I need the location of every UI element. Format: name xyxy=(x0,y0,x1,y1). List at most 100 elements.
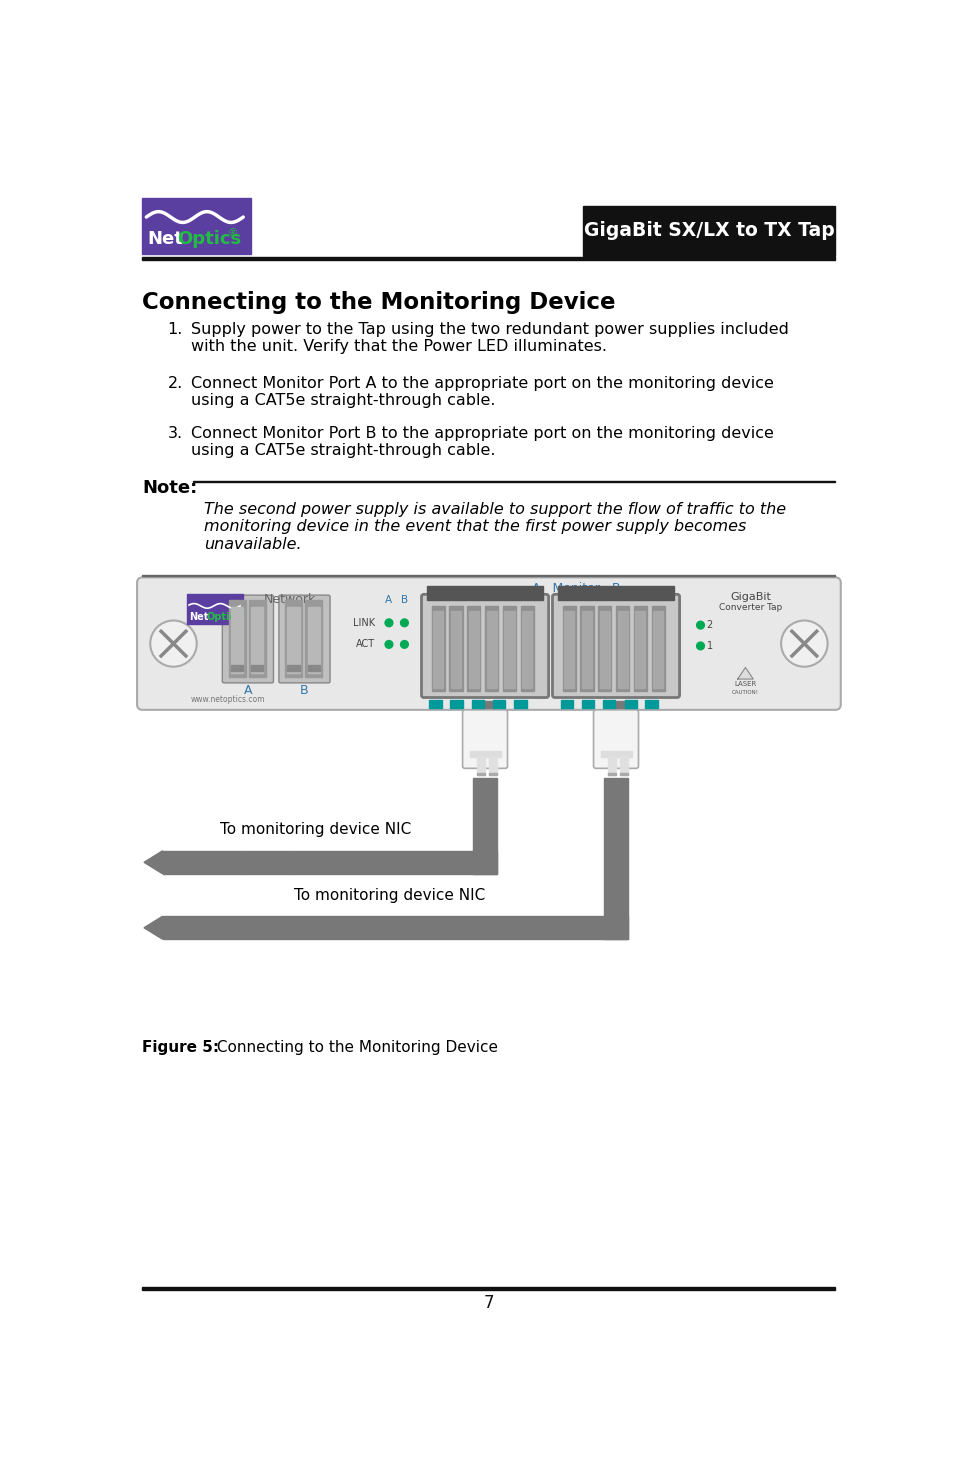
Text: Connect Monitor Port A to the appropriate port on the monitoring device
using a : Connect Monitor Port A to the appropriat… xyxy=(191,376,773,409)
Bar xyxy=(617,611,627,687)
Bar xyxy=(558,586,674,600)
Bar xyxy=(307,665,319,671)
Circle shape xyxy=(385,620,393,627)
Text: LINK: LINK xyxy=(353,618,375,628)
Text: Converter Tap: Converter Tap xyxy=(719,603,781,612)
Bar xyxy=(608,757,616,776)
Bar xyxy=(520,606,534,690)
FancyBboxPatch shape xyxy=(278,594,330,683)
Text: To monitoring device NIC: To monitoring device NIC xyxy=(220,823,411,838)
Bar xyxy=(429,699,441,708)
Bar xyxy=(305,600,322,677)
Circle shape xyxy=(385,640,393,648)
Bar xyxy=(468,611,478,687)
Bar xyxy=(581,611,592,687)
Text: Network: Network xyxy=(263,593,315,606)
Bar xyxy=(488,757,497,776)
Polygon shape xyxy=(737,668,753,679)
Text: CAUTION!: CAUTION! xyxy=(731,690,759,695)
Text: Connect Monitor Port B to the appropriate port on the monitoring device
using a : Connect Monitor Port B to the appropriat… xyxy=(191,426,773,459)
Text: LASER: LASER xyxy=(734,681,756,687)
Text: A: A xyxy=(385,594,392,605)
Text: Optics: Optics xyxy=(206,612,241,621)
FancyBboxPatch shape xyxy=(421,594,548,698)
Text: Net: Net xyxy=(147,230,183,248)
Bar xyxy=(599,611,609,687)
Text: 1.: 1. xyxy=(167,322,183,336)
Text: Supply power to the Tap using the two redundant power supplies included
with the: Supply power to the Tap using the two re… xyxy=(191,322,787,354)
Bar xyxy=(476,757,484,776)
Text: www.netoptics.com: www.netoptics.com xyxy=(191,695,265,705)
Text: B: B xyxy=(400,594,408,605)
Bar xyxy=(473,702,497,711)
Bar xyxy=(243,916,367,940)
Bar xyxy=(473,851,497,873)
Bar xyxy=(205,917,215,938)
Circle shape xyxy=(150,621,196,667)
Text: B: B xyxy=(300,684,309,698)
Text: 3.: 3. xyxy=(168,426,183,441)
Bar xyxy=(493,699,505,708)
Bar xyxy=(469,751,500,757)
Text: 7: 7 xyxy=(483,1294,494,1311)
Bar xyxy=(619,773,627,776)
Bar xyxy=(307,608,319,673)
Polygon shape xyxy=(144,851,162,873)
Bar xyxy=(243,851,294,873)
Text: To monitoring device NIC: To monitoring device NIC xyxy=(294,888,484,903)
Text: The second power supply is available to support the flow of traffic to the
monit: The second power supply is available to … xyxy=(204,502,786,552)
Text: Figure 5:: Figure 5: xyxy=(142,1040,219,1055)
Bar xyxy=(163,917,173,938)
Bar xyxy=(294,851,473,873)
FancyBboxPatch shape xyxy=(593,709,638,768)
Text: 1: 1 xyxy=(706,642,712,650)
Text: Optics: Optics xyxy=(177,230,241,248)
Bar xyxy=(476,773,484,776)
FancyBboxPatch shape xyxy=(222,594,274,683)
Bar xyxy=(251,665,263,671)
Bar xyxy=(473,777,497,873)
Bar xyxy=(177,917,187,938)
Text: ®: ® xyxy=(237,611,244,617)
Bar xyxy=(205,853,215,872)
Bar xyxy=(604,702,627,711)
Bar xyxy=(233,853,243,872)
Bar xyxy=(233,917,243,938)
Circle shape xyxy=(400,620,408,627)
Bar xyxy=(581,699,594,708)
Bar xyxy=(484,606,497,690)
Circle shape xyxy=(400,640,408,648)
Bar xyxy=(219,853,229,872)
Text: Connecting to the Monitoring Device: Connecting to the Monitoring Device xyxy=(212,1040,497,1055)
Bar xyxy=(431,606,444,690)
Bar xyxy=(604,777,627,940)
Bar xyxy=(192,917,201,938)
Bar xyxy=(619,757,627,776)
Bar xyxy=(192,853,201,872)
Polygon shape xyxy=(144,916,162,940)
Text: GigaBit: GigaBit xyxy=(730,591,771,602)
Bar xyxy=(187,593,243,624)
Bar xyxy=(488,773,497,776)
Text: ACT: ACT xyxy=(355,639,375,649)
Bar xyxy=(633,606,646,690)
Bar xyxy=(231,608,243,673)
Bar xyxy=(177,853,187,872)
Bar xyxy=(521,611,532,687)
Bar xyxy=(472,699,484,708)
Text: GigaBit SX/LX to TX Tap: GigaBit SX/LX to TX Tap xyxy=(583,221,834,240)
Bar xyxy=(451,611,460,687)
Text: A   Monitor   B: A Monitor B xyxy=(532,583,620,596)
FancyBboxPatch shape xyxy=(552,594,679,698)
Bar xyxy=(367,916,604,940)
Bar xyxy=(467,606,480,690)
Bar xyxy=(249,600,266,677)
Bar xyxy=(502,606,516,690)
Bar xyxy=(433,611,443,687)
Text: 2.: 2. xyxy=(168,376,183,391)
Bar xyxy=(651,606,664,690)
Bar xyxy=(219,917,229,938)
Bar xyxy=(563,611,574,687)
Bar xyxy=(142,258,835,260)
Bar xyxy=(608,773,616,776)
